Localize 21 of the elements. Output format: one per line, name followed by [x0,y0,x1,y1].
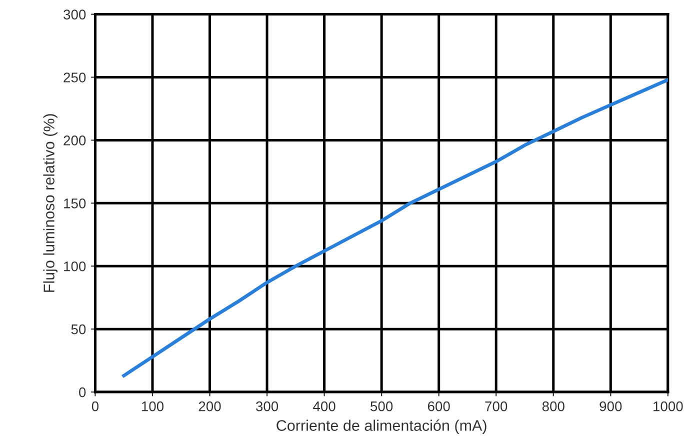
x-tick-label: 700 [485,401,508,412]
x-tick-label: 0 [92,401,99,412]
x-axis-title: Corriente de alimentación (mA) [276,420,486,434]
x-tick-label: 200 [198,401,221,412]
y-tick-label: 300 [64,10,86,20]
x-tick-label: 400 [313,401,336,412]
x-tick-label: 600 [428,401,450,412]
x-tick-label: 100 [142,401,164,412]
y-tick-label: 200 [64,136,86,146]
y-axis-title: Flujo luminoso relativo (%) [43,114,58,292]
y-tick-label: 250 [64,72,86,82]
line-series [122,78,668,378]
y-tick-label: 0 [79,387,86,398]
y-tick-label: 100 [64,261,86,272]
x-tick-label: 1000 [654,401,683,412]
y-tick-label: 150 [64,198,86,208]
x-tick-label: 500 [370,401,393,412]
x-tick-label: 900 [600,401,622,412]
x-tick-label: 800 [542,401,564,412]
x-tick-label: 300 [256,401,278,412]
y-tick-label: 50 [71,324,86,334]
